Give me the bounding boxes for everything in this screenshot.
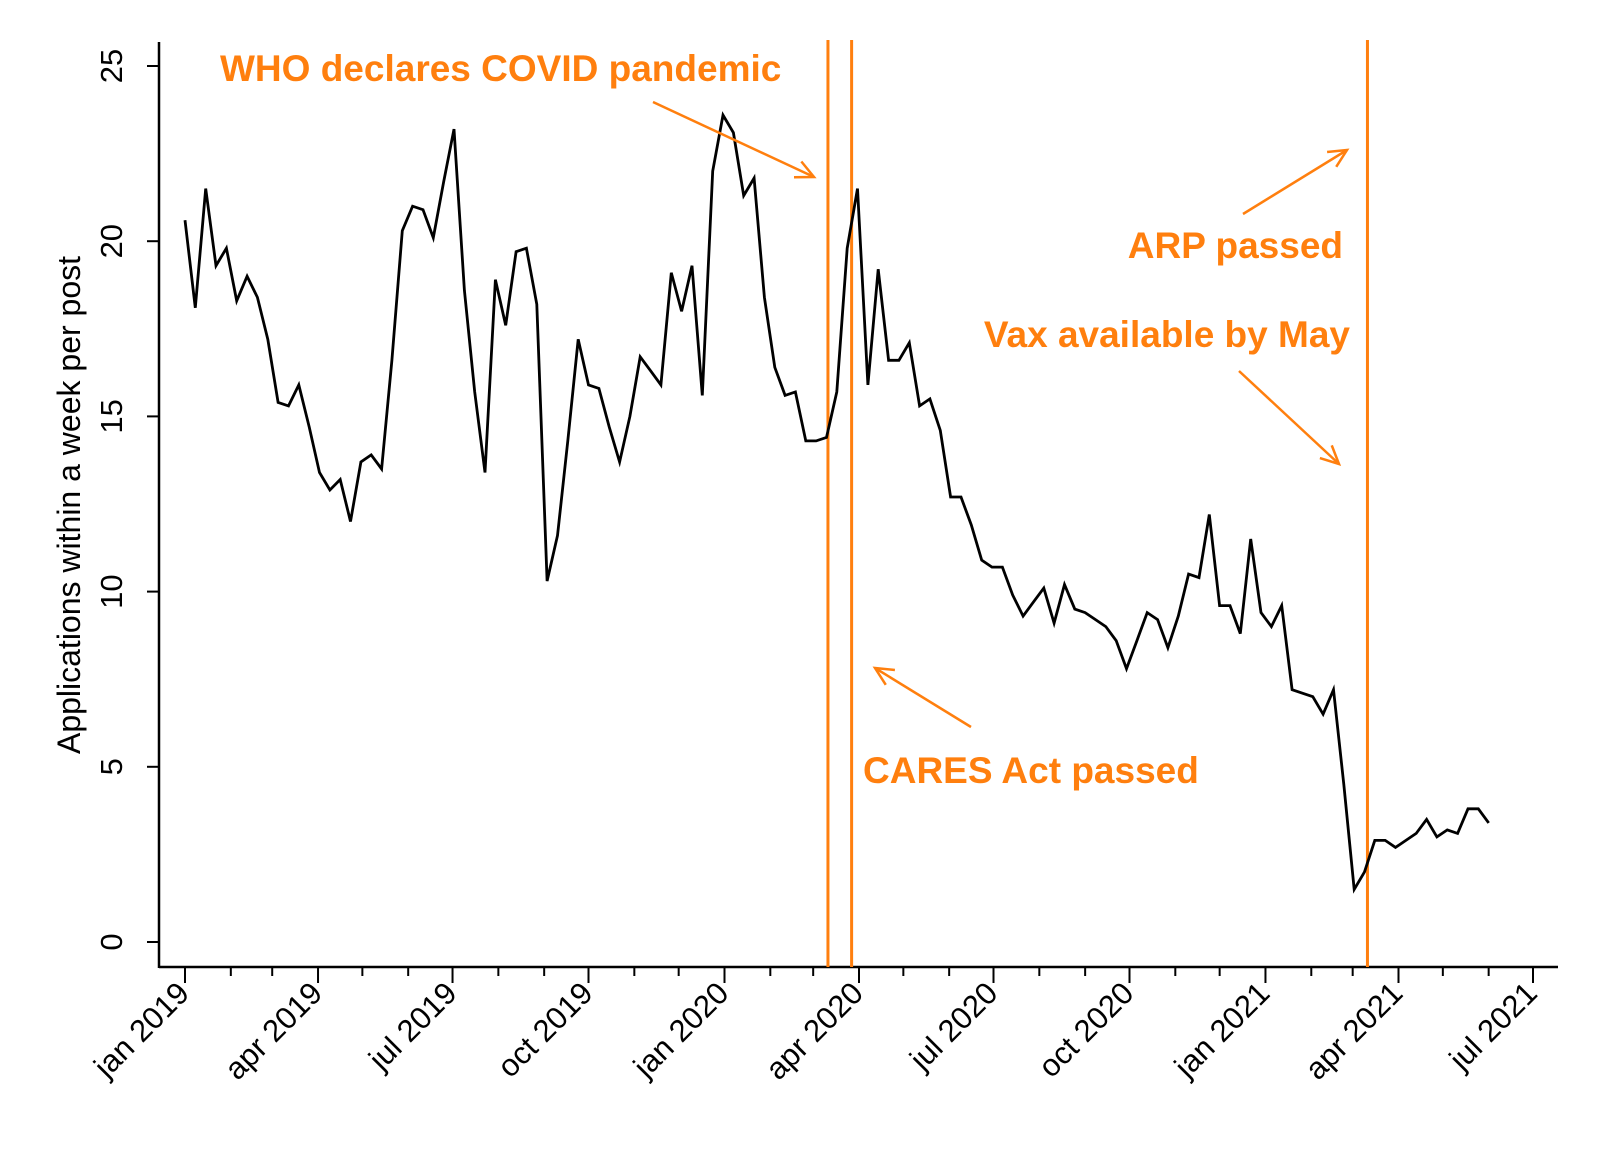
y-tick-label: 10 <box>94 574 129 608</box>
x-tick-label: apr 2021 <box>1298 975 1409 1086</box>
arrow-shaft <box>874 666 972 729</box>
series <box>183 111 1490 894</box>
x-tick-label: oct 2019 <box>491 975 600 1084</box>
annotation-cares: CARES Act passed <box>863 750 1199 791</box>
x-tick-label: jul 2021 <box>1442 975 1544 1077</box>
arrow-shaft <box>1242 148 1348 216</box>
annotation-arp: ARP passed <box>1128 225 1343 266</box>
arrow-shaft <box>1238 370 1340 465</box>
y-axis-label: Applications within a week per post <box>51 256 87 754</box>
arrow-shaft <box>652 100 815 179</box>
arrow-arp <box>1242 148 1350 216</box>
x-tick-label: jan 2021 <box>1167 975 1277 1085</box>
arrow-head <box>1319 444 1342 466</box>
axes: 0 5 10 15 20 25 jan 2019 apr 2019 jul 2019 oct 20… <box>86 42 1558 1086</box>
event-lines <box>826 40 1369 967</box>
x-tick-label: apr 2019 <box>218 975 329 1086</box>
annotation-vax: Vax available by May <box>984 314 1351 355</box>
y-tick-label: 5 <box>94 758 129 775</box>
arrow-head <box>872 666 896 686</box>
arrow-who <box>652 100 817 179</box>
x-tick-label: jan 2019 <box>86 975 196 1085</box>
y-tick-label: 20 <box>94 224 129 258</box>
y-tick-label: 0 <box>94 933 129 950</box>
series-line <box>183 111 1490 894</box>
y-tick-label: 15 <box>94 399 129 433</box>
x-tick-label: oct 2020 <box>1032 975 1141 1084</box>
x-tick-label: jul 2019 <box>361 975 463 1077</box>
arrow-head <box>793 160 817 179</box>
annotation-arrows <box>652 100 1350 729</box>
arrow-vax <box>1238 370 1342 466</box>
x-tick-label: jul 2020 <box>902 975 1004 1077</box>
x-tick-label: apr 2020 <box>759 975 870 1086</box>
y-tick-label: 25 <box>94 49 129 83</box>
x-tick-label: jan 2020 <box>626 975 736 1085</box>
arrow-cares <box>872 666 972 729</box>
arrow-head <box>1326 148 1350 168</box>
annotation-who: WHO declares COVID pandemic <box>220 48 781 89</box>
annotations: WHO declares COVID pandemic ARP passed V… <box>220 48 1350 791</box>
